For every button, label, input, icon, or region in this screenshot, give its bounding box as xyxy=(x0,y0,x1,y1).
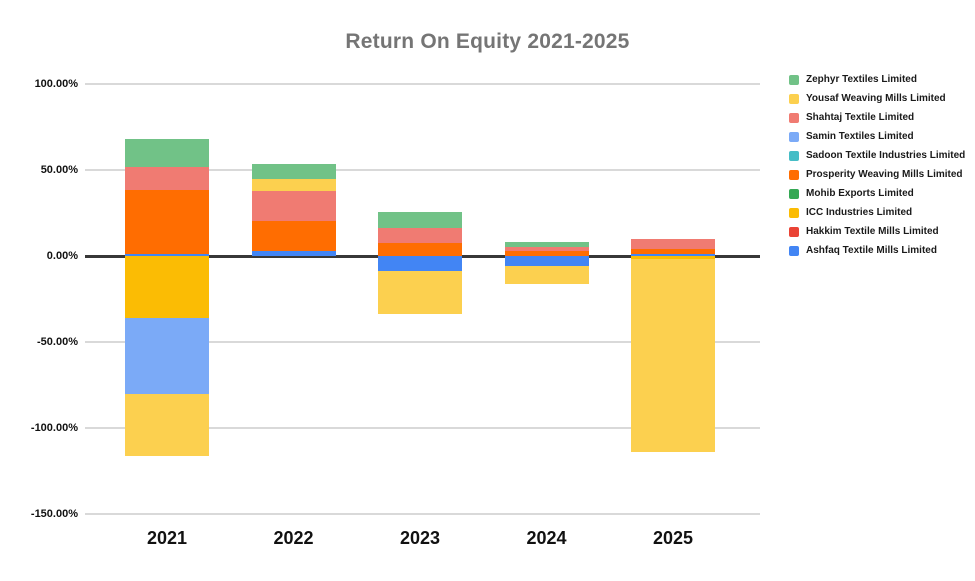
bar-segment[interactable] xyxy=(631,249,715,255)
bar-segment[interactable] xyxy=(125,256,209,318)
legend-label: Sadoon Textile Industries Limited xyxy=(806,150,966,161)
y-axis-tick-label: 0.00% xyxy=(46,250,78,262)
legend-item[interactable]: Mohib Exports Limited xyxy=(789,189,975,199)
legend-swatch-icon xyxy=(789,170,799,180)
legend-item[interactable]: Sadoon Textile Industries Limited xyxy=(789,151,975,161)
bar-segment[interactable] xyxy=(378,256,462,271)
legend-item[interactable]: ICC Industries Limited xyxy=(789,208,975,218)
y-axis-tick-label: -150.00% xyxy=(30,508,78,520)
bar-segment[interactable] xyxy=(251,251,336,256)
bar-segment[interactable] xyxy=(504,250,589,256)
x-axis-tick-label: 2022 xyxy=(273,528,314,548)
legend-item[interactable]: Shahtaj Textile Limited xyxy=(789,113,975,123)
legend-item[interactable]: Samin Textiles Limited xyxy=(789,132,975,142)
bar-segment[interactable] xyxy=(504,265,589,284)
legend-swatch-icon xyxy=(789,132,799,142)
legend-label: Samin Textiles Limited xyxy=(806,131,914,142)
bar-segment[interactable] xyxy=(125,253,209,256)
bar-segment[interactable] xyxy=(251,221,336,251)
bar-segment[interactable] xyxy=(378,242,462,256)
legend-swatch-icon xyxy=(789,189,799,199)
y-axis-tick-label: -100.00% xyxy=(30,422,78,434)
bar-segment[interactable] xyxy=(631,256,715,260)
bar-segment[interactable] xyxy=(125,317,209,394)
gridline xyxy=(85,169,760,171)
legend-label: Mohib Exports Limited xyxy=(806,188,914,199)
bar-segment[interactable] xyxy=(378,270,462,314)
legend-label: Yousaf Weaving Mills Limited xyxy=(806,93,946,104)
legend-swatch-icon xyxy=(789,94,799,104)
legend-swatch-icon xyxy=(789,227,799,237)
legend-label: Zephyr Textiles Limited xyxy=(806,74,917,85)
bar-segment[interactable] xyxy=(125,393,209,456)
x-axis-tick-label: 2024 xyxy=(526,528,567,548)
legend-label: ICC Industries Limited xyxy=(806,207,913,218)
legend-swatch-icon xyxy=(789,113,799,123)
bar-segment[interactable] xyxy=(125,166,209,190)
legend-swatch-icon xyxy=(789,151,799,161)
legend-swatch-icon xyxy=(789,208,799,218)
legend: Zephyr Textiles Limited Yousaf Weaving Mi… xyxy=(789,75,975,265)
bar-segment[interactable] xyxy=(504,256,589,266)
bar-segment[interactable] xyxy=(378,227,462,243)
legend-label: Shahtaj Textile Limited xyxy=(806,112,915,123)
legend-item[interactable]: Hakkim Textile Mills Limited xyxy=(789,227,975,237)
bar-segment[interactable] xyxy=(504,246,589,251)
bar-segment[interactable] xyxy=(251,191,336,222)
gridline xyxy=(85,341,760,343)
legend-item[interactable]: Ashfaq Textile Mills Limited xyxy=(789,246,975,256)
legend-item[interactable]: Yousaf Weaving Mills Limited xyxy=(789,94,975,104)
gridline xyxy=(85,513,760,515)
bar-segment[interactable] xyxy=(631,239,715,250)
bar-segment[interactable] xyxy=(125,189,209,254)
bar-segment[interactable] xyxy=(251,179,336,192)
legend-swatch-icon xyxy=(789,75,799,85)
legend-label: Ashfaq Textile Mills Limited xyxy=(806,245,937,256)
bar-segment[interactable] xyxy=(378,211,462,228)
y-axis-tick-label: 100.00% xyxy=(34,78,78,90)
y-axis-tick-label: 50.00% xyxy=(40,164,78,176)
bar-segment[interactable] xyxy=(631,254,715,256)
bar-segment[interactable] xyxy=(504,241,589,247)
gridline xyxy=(85,427,760,429)
x-axis-tick-label: 2023 xyxy=(399,528,441,548)
bar-segment[interactable] xyxy=(251,164,336,180)
gridline xyxy=(85,83,760,85)
legend-label: Prosperity Weaving Mills Limited xyxy=(806,169,963,180)
legend-item[interactable]: Prosperity Weaving Mills Limited xyxy=(789,170,975,180)
y-axis-tick-label: -50.00% xyxy=(37,336,78,348)
legend-swatch-icon xyxy=(789,246,799,256)
x-axis-tick-label: 2021 xyxy=(146,528,188,548)
legend-label: Hakkim Textile Mills Limited xyxy=(806,226,939,237)
chart-title: Return On Equity 2021-2025 xyxy=(345,30,630,53)
bar-segment[interactable] xyxy=(631,259,715,453)
x-axis-tick-label: 2025 xyxy=(652,528,694,548)
legend-item[interactable]: Zephyr Textiles Limited xyxy=(789,75,975,85)
bar-segment[interactable] xyxy=(125,138,209,167)
